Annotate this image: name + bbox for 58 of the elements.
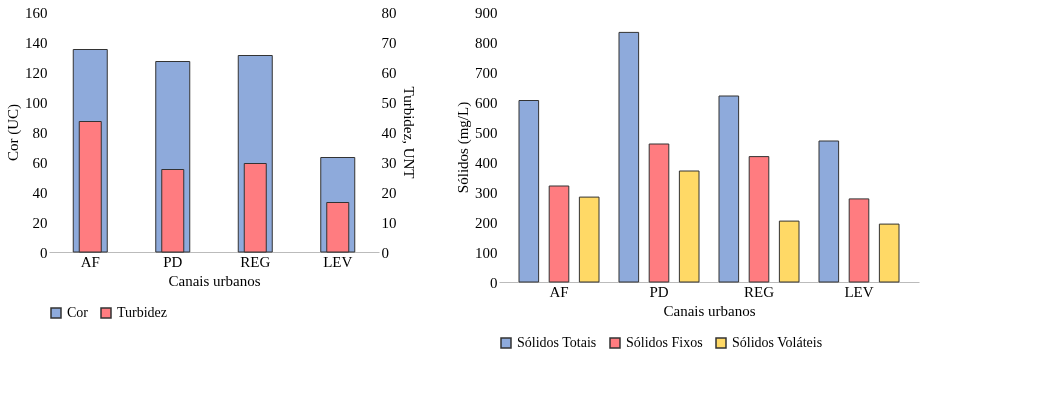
y-tick-label: 500 bbox=[475, 124, 498, 141]
y-tick-label: 600 bbox=[475, 94, 498, 111]
legend-label: Sólidos Voláteis bbox=[732, 335, 823, 350]
x-tick-label: PD bbox=[649, 283, 669, 300]
legend-label: Sólidos Totais bbox=[517, 335, 597, 350]
y2-tick-label: 80 bbox=[381, 4, 397, 21]
y-tick-label: 400 bbox=[475, 154, 498, 171]
bar bbox=[748, 156, 770, 283]
y2-tick-label: 0 bbox=[381, 244, 389, 261]
legend-label: Sólidos Fixos bbox=[626, 335, 703, 350]
y-tick-label: 20 bbox=[32, 214, 48, 231]
y-tick-label: 60 bbox=[32, 154, 48, 171]
y-tick-label: 300 bbox=[475, 184, 498, 201]
y-tick-label: 900 bbox=[475, 4, 498, 21]
y2-tick-label: 10 bbox=[381, 214, 397, 231]
y-tick-label: 0 bbox=[40, 244, 48, 261]
y-tick-label: 100 bbox=[25, 94, 48, 111]
x-tick-label: AF bbox=[80, 253, 100, 270]
bar bbox=[718, 95, 740, 283]
y2-tick-label: 30 bbox=[381, 154, 397, 171]
x-tick-label: AF bbox=[549, 283, 569, 300]
y2-tick-label: 60 bbox=[381, 64, 397, 81]
x-tick-label: LEV bbox=[844, 283, 874, 300]
x-tick-label: LEV bbox=[323, 253, 353, 270]
y-axis-title: Sólidos (mg/L) bbox=[455, 101, 472, 194]
bar bbox=[618, 31, 640, 283]
y2-tick-label: 70 bbox=[381, 34, 397, 51]
x-axis-title: Canais urbanos bbox=[663, 302, 756, 319]
y-tick-label: 100 bbox=[475, 244, 498, 261]
bar bbox=[818, 140, 840, 283]
x-axis-title: Canais urbanos bbox=[168, 272, 261, 289]
legend-label: Turbidez bbox=[117, 305, 168, 320]
y-tick-label: 200 bbox=[475, 214, 498, 231]
y2-tick-label: 40 bbox=[381, 124, 397, 141]
x-tick-label: REG bbox=[240, 253, 271, 270]
bar bbox=[518, 100, 540, 283]
bar bbox=[578, 196, 600, 283]
y-tick-label: 800 bbox=[475, 34, 498, 51]
bar bbox=[878, 223, 900, 283]
y-tick-label: 0 bbox=[490, 274, 498, 291]
bar bbox=[778, 220, 800, 283]
y-axis-title: Cor (UC) bbox=[5, 103, 22, 162]
y2-axis-title: Turbidez, UNT bbox=[400, 86, 417, 179]
y-tick-label: 700 bbox=[475, 64, 498, 81]
bar bbox=[548, 185, 570, 283]
y-tick-label: 40 bbox=[32, 184, 48, 201]
y2-tick-label: 50 bbox=[381, 94, 397, 111]
y-tick-label: 80 bbox=[32, 124, 48, 141]
x-tick-label: REG bbox=[744, 283, 775, 300]
bar bbox=[648, 143, 670, 283]
y-tick-label: 160 bbox=[25, 4, 48, 21]
y-tick-label: 120 bbox=[25, 64, 48, 81]
y-tick-label: 140 bbox=[25, 34, 48, 51]
legend-label: Cor bbox=[67, 305, 89, 320]
y2-tick-label: 20 bbox=[381, 184, 397, 201]
x-tick-label: PD bbox=[163, 253, 183, 270]
bar bbox=[848, 198, 870, 283]
bar bbox=[678, 170, 700, 283]
